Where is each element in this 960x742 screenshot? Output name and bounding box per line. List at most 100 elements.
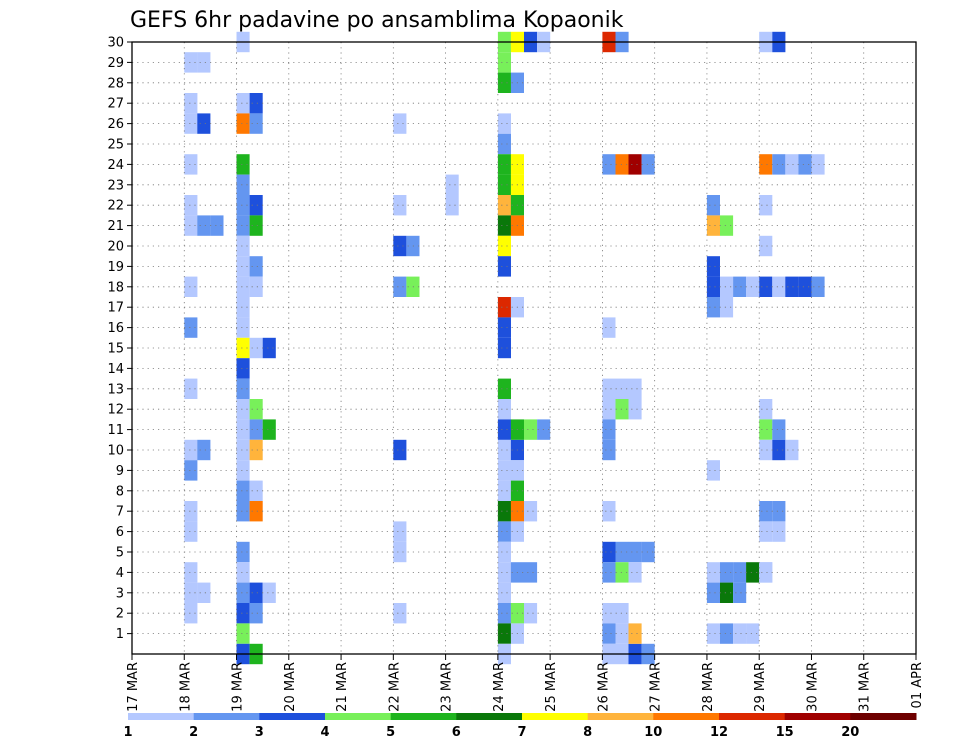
y-tick-label: 18 — [107, 280, 124, 295]
x-axis: 17 MAR 18 MAR 19 MAR 20 MAR 21 MAR 22 MAR 23 M… — [126, 654, 925, 712]
heatmap-cell — [236, 297, 250, 318]
colorbar-label: 4 — [320, 725, 329, 740]
heatmap-cell — [497, 113, 511, 134]
heatmap-cell — [602, 378, 616, 399]
heatmap-cell — [393, 276, 407, 297]
heatmap-cell — [615, 154, 629, 175]
heatmap-cell — [184, 521, 198, 542]
heatmap-cell — [706, 215, 720, 236]
heatmap-cell — [772, 501, 786, 522]
x-tick-label: 25 MAR — [544, 662, 559, 712]
y-tick-label: 3 — [116, 586, 124, 601]
y-tick-label: 5 — [116, 546, 124, 561]
heatmap-cell — [497, 419, 511, 440]
y-tick-label: 20 — [107, 240, 124, 255]
y-tick-label: 21 — [107, 219, 124, 234]
heatmap-cell — [393, 521, 407, 542]
heatmap-cell — [184, 460, 198, 481]
heatmap-cell — [720, 562, 734, 583]
heatmap-cell — [497, 541, 511, 563]
heatmap-cell — [785, 276, 799, 297]
heatmap-cell — [184, 378, 198, 399]
heatmap-cell — [759, 521, 773, 542]
heatmap-cell — [706, 562, 720, 583]
heatmap-cell — [497, 52, 511, 73]
heatmap-cell — [772, 419, 786, 440]
heatmap-cell — [197, 582, 211, 603]
heatmap-cell — [497, 256, 511, 277]
heatmap-cell — [497, 562, 511, 583]
y-tick-label: 19 — [107, 260, 124, 275]
y-tick-label: 17 — [107, 301, 124, 316]
heatmap-cell — [706, 623, 720, 644]
heatmap-cell — [706, 460, 720, 481]
heatmap-cell — [393, 541, 407, 563]
heatmap-cell — [733, 582, 747, 603]
heatmap-cell — [184, 113, 198, 134]
x-tick-label: 17 MAR — [126, 662, 141, 712]
heatmap-cell — [811, 154, 825, 175]
heatmap-cell — [184, 93, 198, 114]
heatmap-cell — [602, 541, 616, 563]
heatmap-cell — [615, 603, 629, 624]
y-tick-label: 9 — [116, 464, 124, 479]
heatmap-cell — [785, 439, 799, 461]
heatmap-cell — [249, 337, 263, 359]
heatmap-cell — [184, 603, 198, 624]
heatmap-cell — [249, 603, 263, 624]
x-tick-label: 26 MAR — [596, 662, 611, 712]
heatmap-cell — [184, 317, 198, 338]
heatmap-cell — [236, 174, 250, 195]
heatmap-cell — [497, 399, 511, 420]
x-tick-label: 23 MAR — [440, 662, 455, 712]
colorbar-label: 15 — [776, 725, 794, 740]
heatmap-cell — [236, 501, 250, 522]
heatmap-cell — [497, 174, 511, 195]
x-tick-label: 30 MAR — [805, 662, 820, 712]
heatmap-cell — [497, 439, 511, 461]
heatmap-cell — [641, 154, 655, 175]
x-tick-label: 21 MAR — [335, 662, 350, 712]
heatmap-cell — [602, 399, 616, 420]
heatmap-cell — [497, 582, 511, 603]
heatmap-cell — [236, 419, 250, 440]
colorbar-swatch — [456, 713, 523, 720]
heatmap-cell — [497, 521, 511, 542]
heatmap-cell — [236, 623, 250, 644]
colorbar: 1 2 3 4 5 6 7 8 10 12 15 20 — [123, 713, 917, 740]
heatmap-cell — [720, 582, 734, 603]
heatmap-cell — [615, 623, 629, 644]
heatmap-cell — [249, 195, 263, 216]
colorbar-swatch — [259, 713, 326, 720]
heatmap-cell — [236, 541, 250, 563]
heatmap-cell — [249, 480, 263, 501]
heatmap-cell — [249, 501, 263, 522]
colorbar-swatch — [850, 713, 917, 720]
y-tick-label: 6 — [116, 525, 124, 540]
heatmap-cell — [197, 215, 211, 236]
heatmap-cells — [184, 31, 825, 665]
heatmap-cell — [197, 52, 211, 73]
heatmap-cell — [746, 276, 760, 297]
heatmap-cell — [184, 52, 198, 73]
heatmap-cell — [628, 541, 642, 563]
heatmap-cell — [249, 113, 263, 134]
heatmap-cell — [184, 501, 198, 522]
heatmap-cell — [497, 195, 511, 216]
heatmap-cell — [445, 195, 459, 216]
heatmap-cell — [262, 582, 276, 603]
heatmap-cell — [249, 276, 263, 297]
colorbar-label: 7 — [517, 725, 526, 740]
heatmap-cell — [706, 195, 720, 216]
heatmap-cell — [236, 480, 250, 501]
heatmap-cell — [393, 235, 407, 257]
heatmap-cell — [393, 603, 407, 624]
heatmap-cell — [497, 235, 511, 257]
heatmap-cell — [772, 439, 786, 461]
colorbar-label: 2 — [189, 725, 198, 740]
heatmap-cell — [236, 378, 250, 399]
heatmap-cell — [236, 317, 250, 338]
heatmap-cell — [733, 562, 747, 583]
heatmap-cell — [236, 256, 250, 277]
